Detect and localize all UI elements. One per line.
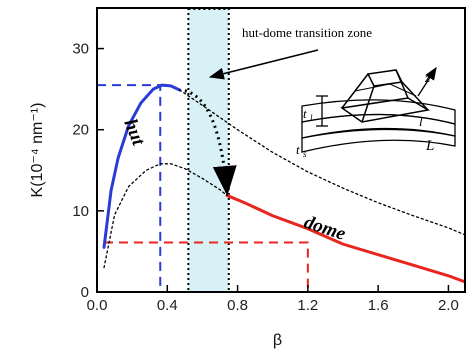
transition-zone-label: hut-dome transition zone [242, 25, 372, 40]
guide-line-1 [104, 241, 309, 292]
inset-z-axis [417, 66, 437, 97]
transition-arrow [184, 89, 237, 196]
inset-label-l: l [419, 114, 423, 129]
zone-label-pointer-arrow [208, 49, 319, 80]
inset-island-mid-2 [389, 83, 417, 97]
inset-label-z: z [424, 70, 430, 85]
y-tick-label: 30 [72, 41, 89, 58]
transition-zone-band [188, 8, 229, 292]
inset-label-t-substrate: t [296, 142, 300, 157]
inset-island-mid-1 [354, 83, 391, 92]
x-axis-title: β [273, 332, 282, 349]
x-tick-label: 1.6 [368, 297, 389, 314]
x-tick-label: 1.2 [297, 297, 318, 314]
guide-line-0 [97, 84, 162, 292]
x-tick-label: 2.0 [438, 297, 459, 314]
dome-curve-label: dome [301, 212, 348, 245]
inset-island-edge-4 [361, 85, 375, 123]
y-tick-label: 0 [81, 284, 89, 301]
y-tick-label: 20 [72, 122, 89, 139]
y-axis-ticks: 0 10 20 30 [72, 41, 104, 301]
series-dotted-line-3 [103, 163, 228, 269]
island-geometry-inset: z t l t s l L [296, 66, 456, 159]
series-hut-line [102, 83, 182, 249]
x-axis-ticks: 0.0 0.4 0.8 1.2 1.6 2.0 [87, 285, 459, 314]
x-tick-label: 0.4 [157, 297, 178, 314]
inset-substrate-top [301, 99, 456, 125]
inset-sub-substrate: s [303, 149, 307, 159]
series-dome-line [225, 193, 466, 284]
inset-label-L: L [425, 138, 434, 154]
inset-island-edge-2 [395, 69, 409, 99]
y-axis-title: K(10⁻⁴ nm⁻¹) [29, 103, 46, 198]
inset-substrate-base [301, 128, 456, 153]
inset-label-t-island: t [303, 106, 307, 121]
inset-island-base [340, 97, 431, 123]
inset-sub-island: l [310, 113, 313, 123]
series-dotted-line-2 [178, 89, 466, 236]
plot-frame [96, 7, 466, 293]
x-tick-label: 0.8 [227, 297, 248, 314]
series-layer [102, 83, 466, 284]
x-tick-label: 0.0 [87, 297, 108, 314]
y-tick-label: 10 [72, 203, 89, 220]
